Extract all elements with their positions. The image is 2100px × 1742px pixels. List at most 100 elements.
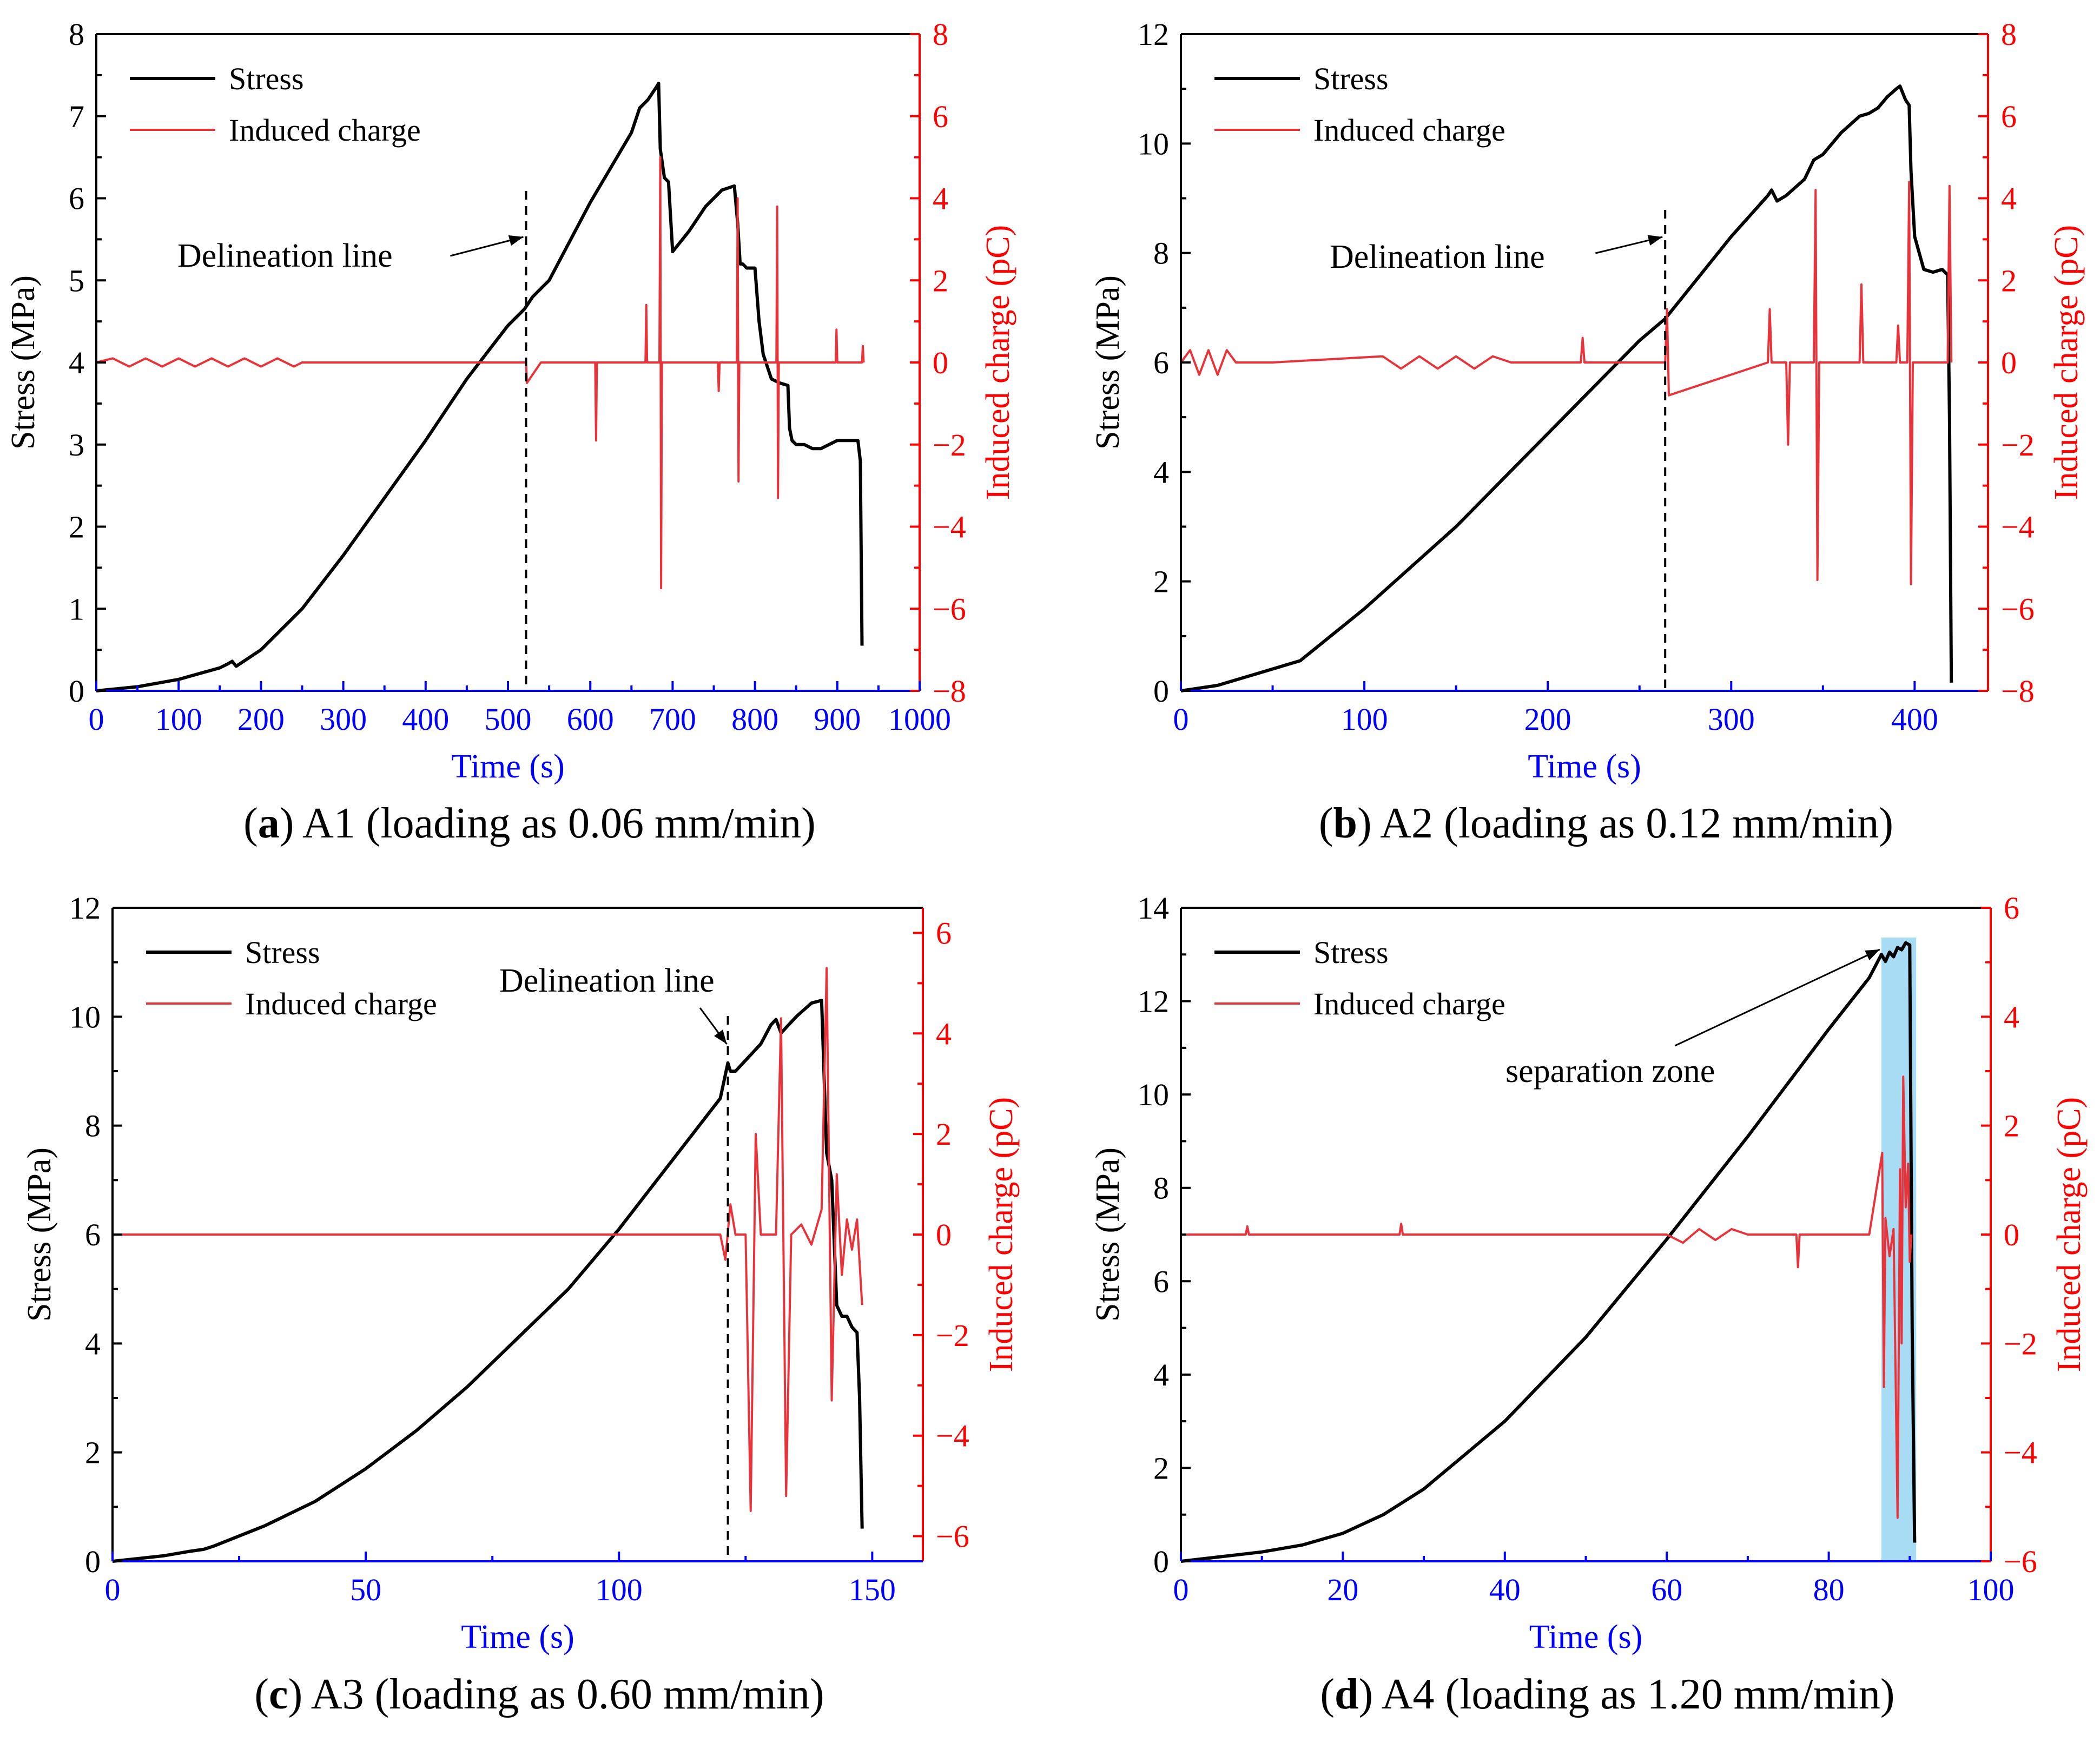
right-y-tick-label: −6 bbox=[2001, 591, 2035, 626]
x-tick-label: 200 bbox=[1524, 702, 1571, 737]
x-tick-label: 0 bbox=[89, 702, 104, 737]
left-y-tick-label: 0 bbox=[85, 1544, 101, 1579]
caption-close-paren: ) bbox=[1357, 800, 1380, 847]
panel-caption: (c) A3 (loading as 0.60 mm/min) bbox=[254, 1671, 824, 1718]
caption-open-paren: ( bbox=[1320, 1671, 1335, 1718]
x-tick-label: 1000 bbox=[888, 702, 951, 737]
x-tick-label: 100 bbox=[155, 702, 202, 737]
x-tick-label: 300 bbox=[320, 702, 367, 737]
caption-close-paren: ) bbox=[280, 800, 302, 847]
x-tick-label: 300 bbox=[1708, 702, 1755, 737]
legend-stress-label: Stress bbox=[245, 935, 320, 970]
stress-series-line bbox=[1180, 941, 1917, 1563]
x-tick-label: 100 bbox=[1967, 1572, 2015, 1607]
left-y-tick-label: 8 bbox=[1153, 1171, 1169, 1206]
caption-open-paren: ( bbox=[254, 1671, 269, 1718]
annotation-label: Delineation line bbox=[499, 962, 715, 999]
left-y-tick-label: 6 bbox=[1153, 345, 1169, 380]
left-y-axis-label: Stress (MPa) bbox=[1089, 1147, 1126, 1322]
left-y-tick-label: 1 bbox=[69, 591, 84, 626]
stress-series-line bbox=[112, 999, 864, 1563]
caption-text: A1 (loading as 0.06 mm/min) bbox=[302, 800, 816, 847]
right-y-tick-label: 0 bbox=[933, 345, 948, 380]
right-y-tick-label: 0 bbox=[2004, 1217, 2019, 1252]
x-axis-label: Time (s) bbox=[461, 1619, 574, 1655]
x-tick-label: 0 bbox=[105, 1572, 121, 1607]
left-y-tick-label: 0 bbox=[69, 674, 84, 709]
x-tick-label: 400 bbox=[1891, 702, 1938, 737]
caption-text: A2 (loading as 0.12 mm/min) bbox=[1380, 800, 1893, 847]
x-tick-label: 100 bbox=[1341, 702, 1388, 737]
right-y-axis-label: Induced charge (pC) bbox=[2048, 225, 2085, 500]
caption-open-paren: ( bbox=[1319, 800, 1333, 847]
chart-panel-a: 0 1 2 3 4 5 6 7 8 −8 −6 −4 −2 0 2 4 6 8 0 100 200 300 400 500 60… bbox=[5, 17, 1016, 847]
left-y-tick-label: 8 bbox=[69, 17, 84, 52]
right-y-axis-label: Induced charge (pC) bbox=[2051, 1097, 2088, 1372]
left-y-tick-label: 0 bbox=[1153, 1544, 1169, 1579]
x-tick-label: 900 bbox=[814, 702, 861, 737]
left-y-axis-label: Stress (MPa) bbox=[21, 1147, 58, 1322]
right-y-tick-label: 4 bbox=[933, 181, 948, 216]
annotation-arrow-head bbox=[1647, 235, 1663, 246]
left-y-axis-label: Stress (MPa) bbox=[5, 275, 42, 450]
right-y-tick-label: −2 bbox=[2004, 1326, 2037, 1361]
right-y-tick-label: −6 bbox=[936, 1519, 969, 1554]
x-tick-label: 700 bbox=[649, 702, 696, 737]
caption-letter: b bbox=[1333, 800, 1358, 847]
right-y-tick-label: −6 bbox=[2004, 1544, 2037, 1579]
right-y-tick-label: −2 bbox=[2001, 427, 2035, 463]
left-y-axis-label: Stress (MPa) bbox=[1089, 275, 1126, 450]
left-y-tick-label: 4 bbox=[69, 345, 84, 380]
legend-stress-label: Stress bbox=[1313, 935, 1389, 970]
left-y-tick-label: 2 bbox=[69, 510, 84, 545]
left-y-tick-label: 3 bbox=[69, 427, 84, 463]
panel-caption: (b) A2 (loading as 0.12 mm/min) bbox=[1319, 800, 1893, 847]
right-y-tick-label: −4 bbox=[2004, 1435, 2037, 1470]
caption-open-paren: ( bbox=[243, 800, 258, 847]
right-y-tick-label: 4 bbox=[2004, 999, 2019, 1034]
left-y-tick-label: 6 bbox=[1153, 1264, 1169, 1299]
x-tick-label: 500 bbox=[485, 702, 532, 737]
caption-letter: d bbox=[1335, 1671, 1359, 1718]
right-y-tick-label: 6 bbox=[2004, 890, 2019, 926]
right-y-tick-label: 2 bbox=[933, 263, 948, 298]
left-y-tick-label: 4 bbox=[1153, 454, 1169, 490]
x-axis-label: Time (s) bbox=[1529, 1619, 1643, 1655]
x-tick-label: 50 bbox=[350, 1572, 381, 1607]
x-axis-label: Time (s) bbox=[1528, 748, 1641, 785]
left-y-tick-label: 8 bbox=[1153, 236, 1169, 271]
right-y-tick-label: −2 bbox=[936, 1318, 969, 1353]
right-y-tick-label: −4 bbox=[933, 510, 966, 545]
caption-letter: a bbox=[258, 800, 280, 847]
right-y-tick-label: 2 bbox=[936, 1117, 952, 1152]
left-y-tick-label: 2 bbox=[1153, 564, 1169, 599]
induced-charge-series-line bbox=[1180, 181, 1953, 585]
caption-text: A3 (loading as 0.60 mm/min) bbox=[311, 1671, 824, 1718]
right-y-tick-label: 2 bbox=[2001, 263, 2017, 298]
induced-charge-series-line bbox=[1181, 1075, 1913, 1519]
legend-charge-label: Induced charge bbox=[1313, 113, 1505, 148]
x-tick-label: 60 bbox=[1651, 1572, 1682, 1607]
left-y-tick-label: 12 bbox=[1138, 984, 1169, 1019]
legend-charge-label: Induced charge bbox=[1313, 986, 1505, 1021]
right-y-tick-label: −4 bbox=[2001, 510, 2035, 545]
panel-caption: (d) A4 (loading as 1.20 mm/min) bbox=[1320, 1671, 1894, 1718]
x-tick-label: 200 bbox=[237, 702, 285, 737]
right-y-tick-label: 0 bbox=[936, 1217, 952, 1252]
caption-text: A4 (loading as 1.20 mm/min) bbox=[1382, 1671, 1895, 1718]
caption-close-paren: ) bbox=[1359, 1671, 1382, 1718]
left-y-tick-label: 4 bbox=[1153, 1357, 1169, 1393]
left-y-tick-label: 10 bbox=[1138, 1077, 1169, 1112]
left-y-tick-label: 10 bbox=[69, 999, 101, 1034]
x-tick-label: 20 bbox=[1327, 1572, 1358, 1607]
right-y-tick-label: 4 bbox=[936, 1016, 952, 1051]
annotation-label: separation zone bbox=[1505, 1053, 1715, 1090]
stress-series-line bbox=[1180, 84, 1953, 692]
left-y-tick-label: 6 bbox=[85, 1217, 101, 1252]
annotation-arrow-head bbox=[1865, 949, 1880, 961]
stress-series-line bbox=[96, 82, 864, 692]
right-y-tick-label: 6 bbox=[936, 915, 952, 951]
panel-caption: (a) A1 (loading as 0.06 mm/min) bbox=[243, 800, 816, 847]
left-y-tick-label: 2 bbox=[85, 1435, 101, 1470]
left-y-tick-label: 6 bbox=[69, 181, 84, 216]
